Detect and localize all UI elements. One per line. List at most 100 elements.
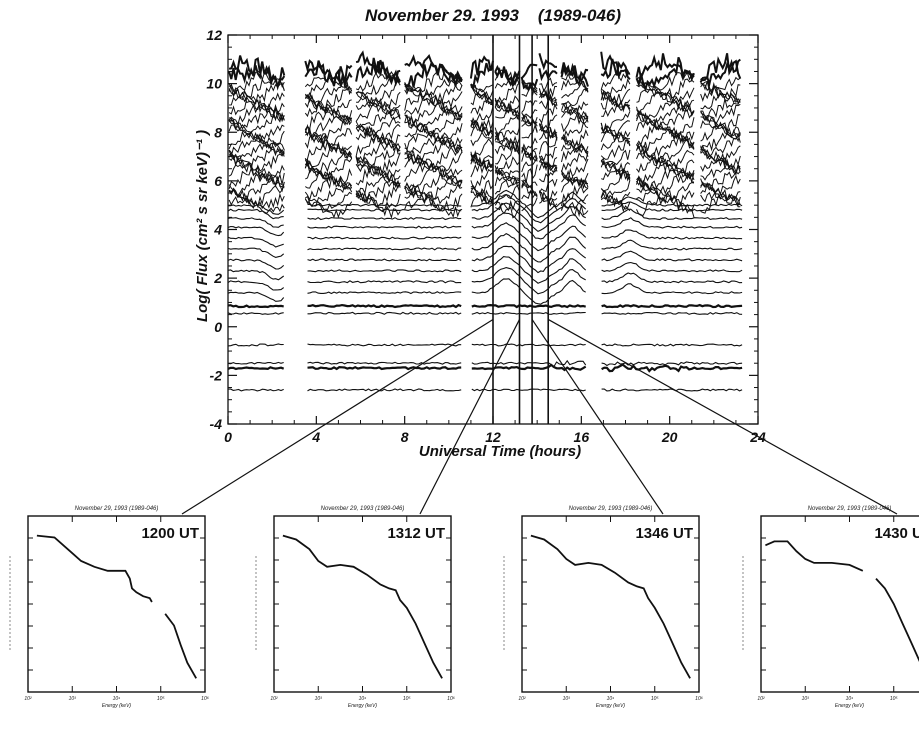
- main-band-line: [600, 171, 631, 192]
- main-band-line: [636, 128, 695, 154]
- spectrum-curve: [282, 534, 443, 679]
- main-band-line: [494, 184, 520, 206]
- connector-line: [181, 318, 494, 515]
- spectrum-x-tick-label: 10⁵: [403, 696, 411, 702]
- main-band-line: [470, 62, 494, 92]
- main-band-line: [469, 55, 494, 79]
- main-band-line: [355, 50, 401, 86]
- spectrum-x-tick-label: 10⁶: [201, 696, 209, 702]
- main-band-line: [404, 172, 463, 196]
- main-band-line: [600, 51, 631, 81]
- main-band-line: [494, 126, 520, 142]
- main-band-line: [355, 103, 401, 122]
- spectrum-title: November 29, 1993 (1989-046): [569, 506, 653, 512]
- main-band-line: [404, 161, 463, 186]
- main-band-line: [600, 122, 631, 142]
- main-band-line: [495, 170, 520, 181]
- main-band-line: [560, 65, 589, 83]
- main-band-line: [494, 156, 520, 177]
- spectrum-x-tick-label: 10³: [315, 696, 323, 702]
- main-band-line: [495, 82, 520, 105]
- x-tick-label: 12: [485, 429, 501, 445]
- main-band-line: [228, 149, 285, 175]
- main-band-line: [635, 53, 695, 82]
- spectrum-panel: November 29, 1993 (1989-046) 1312 UT 10² 10…: [255, 506, 455, 709]
- main-series-line: [227, 202, 743, 233]
- y-tick-label: -2: [210, 367, 223, 383]
- main-band-line: [404, 136, 463, 158]
- main-band-line: [305, 88, 352, 111]
- main-band-line: [404, 77, 463, 98]
- main-band-line: [561, 88, 589, 107]
- main-band-line: [600, 111, 631, 134]
- spectrum-x-tick-label: 10⁵: [890, 696, 898, 702]
- y-tick-label: 4: [213, 222, 222, 238]
- main-band-line: [304, 97, 353, 122]
- spectrum-x-tick-label: 10²: [270, 696, 278, 702]
- main-band-line: [404, 87, 463, 111]
- main-x-axis-label: Universal Time (hours): [419, 443, 581, 460]
- main-band-line: [494, 114, 520, 137]
- main-band-line: [355, 128, 401, 152]
- spectrum-panels: November 29, 1993 (1989-046) 1200 UT 10² 10…: [9, 506, 919, 709]
- main-band-line: [520, 63, 538, 79]
- main-series-line: [227, 303, 743, 309]
- main-band-line: [600, 160, 631, 174]
- main-band-line: [561, 133, 589, 154]
- x-tick-label: 4: [311, 429, 320, 445]
- spectrum-title: November 29, 1993 (1989-046): [75, 506, 159, 512]
- main-band-line: [355, 81, 401, 105]
- main-band-line: [404, 165, 463, 190]
- y-tick-label: -4: [210, 416, 223, 432]
- main-band-line: [636, 117, 695, 143]
- main-band-line: [228, 55, 286, 88]
- connector-line: [419, 319, 521, 515]
- main-band-line: [494, 95, 520, 109]
- spectrum-time-label: 1312 UT: [387, 525, 445, 542]
- spectrum-panel: November 29, 1993 (1989-046) 1200 UT 10² 10…: [9, 506, 209, 709]
- spectrum-x-axis-label: Energy (keV): [102, 703, 132, 709]
- main-band-line: [228, 166, 285, 193]
- main-band-line: [561, 151, 589, 173]
- main-series-line: [227, 245, 743, 274]
- x-tick-label: 24: [749, 429, 766, 445]
- spectrum-x-tick-label: 10⁴: [846, 696, 854, 702]
- connector-lines: [181, 318, 898, 515]
- main-y-axis-label: Log( Flux (cm² s sr keV)⁻¹ ): [194, 130, 211, 322]
- main-series-line: [227, 267, 743, 295]
- main-band-line: [495, 201, 520, 219]
- spectrum-x-tick-label: 10⁴: [359, 696, 367, 702]
- spectrum-title: November 29, 1993 (1989-046): [321, 506, 405, 512]
- main-band-line: [700, 84, 741, 104]
- spectrum-time-label: 1346 UT: [635, 525, 693, 542]
- main-series-line: [227, 256, 743, 284]
- spectrum-plot-frame: [27, 515, 206, 693]
- spectrum-curve: [765, 540, 919, 663]
- main-band-line: [636, 191, 695, 218]
- main-band-line: [228, 133, 285, 159]
- main-band-line: [404, 142, 463, 169]
- spectrum-x-tick-label: 10²: [24, 696, 32, 702]
- main-band-line: [600, 149, 631, 169]
- main-band-line: [470, 168, 494, 188]
- main-band-line: [561, 184, 589, 207]
- main-band-line: [636, 186, 695, 212]
- spectrum-time-label: 1200 UT: [141, 525, 199, 542]
- main-band-line: [228, 141, 285, 165]
- main-band-line: [700, 145, 741, 164]
- main-band-line: [636, 138, 695, 163]
- spectrum-x-axis-label: Energy (keV): [596, 703, 626, 709]
- main-band-line: [700, 76, 741, 95]
- main-band-line: [561, 103, 589, 119]
- main-band-line: [600, 139, 631, 160]
- main-band-line: [470, 186, 494, 202]
- main-band-line: [470, 179, 494, 197]
- main-series-line: [227, 232, 743, 263]
- spectrum-x-tick-label: 10⁴: [113, 696, 121, 702]
- main-band-line: [561, 202, 589, 218]
- main-band-line: [700, 191, 741, 214]
- main-series-line: [227, 189, 743, 219]
- x-tick-label: 20: [661, 429, 678, 445]
- y-tick-label: 6: [214, 173, 222, 189]
